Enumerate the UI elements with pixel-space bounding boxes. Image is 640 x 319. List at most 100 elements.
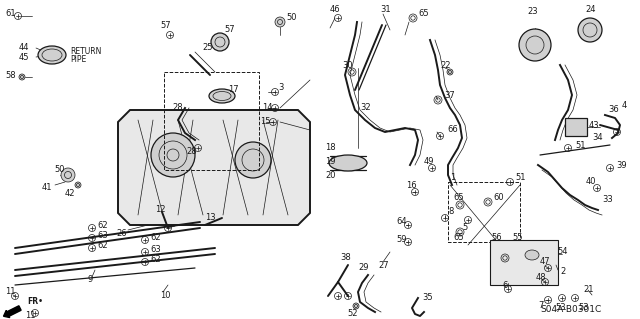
Text: 20: 20 [325, 170, 335, 180]
Text: 19: 19 [325, 158, 335, 167]
Text: 36: 36 [608, 106, 619, 115]
Text: 11: 11 [5, 286, 15, 295]
Text: 8: 8 [448, 207, 453, 217]
Bar [448, 182, 520, 242]
Text: 16: 16 [406, 181, 417, 189]
Text: 29: 29 [358, 263, 369, 272]
Text: 12: 12 [155, 205, 166, 214]
FancyArrow shape [4, 306, 21, 318]
Text: 65: 65 [453, 194, 463, 203]
Text: 62: 62 [150, 255, 161, 263]
Bar [565, 118, 587, 136]
Text: 52: 52 [347, 308, 358, 317]
Circle shape [275, 17, 285, 27]
Text: 59: 59 [396, 234, 406, 243]
Text: 15: 15 [260, 117, 271, 127]
Text: 65: 65 [453, 234, 463, 242]
Text: 55: 55 [512, 234, 522, 242]
Text: S04A-B0301C: S04A-B0301C [540, 306, 601, 315]
Text: 10: 10 [160, 291, 170, 300]
Text: 7: 7 [538, 300, 543, 309]
Text: 18: 18 [325, 144, 335, 152]
Text: 2: 2 [560, 268, 565, 277]
Ellipse shape [525, 250, 539, 260]
Text: 24: 24 [585, 5, 595, 14]
Text: 28: 28 [172, 103, 182, 113]
Circle shape [75, 182, 81, 188]
Text: 65: 65 [418, 10, 429, 19]
Text: 35: 35 [422, 293, 433, 302]
Text: 26: 26 [116, 228, 127, 238]
Text: 46: 46 [330, 4, 340, 13]
Bar [164, 72, 259, 170]
Ellipse shape [209, 89, 235, 103]
Text: 3: 3 [278, 84, 284, 93]
Text: 39: 39 [616, 160, 627, 169]
Text: 14: 14 [262, 103, 273, 113]
Text: 61: 61 [5, 10, 15, 19]
Circle shape [447, 69, 453, 75]
Text: 42: 42 [65, 189, 76, 197]
Text: 21: 21 [583, 286, 593, 294]
Text: 60: 60 [493, 192, 504, 202]
Circle shape [353, 303, 359, 309]
Text: 43: 43 [589, 121, 600, 130]
Circle shape [578, 18, 602, 42]
Text: FR•: FR• [27, 298, 43, 307]
Text: 17: 17 [228, 85, 239, 93]
Text: 34: 34 [592, 132, 603, 142]
Text: 54: 54 [557, 248, 568, 256]
Text: 53: 53 [555, 303, 566, 313]
Text: 23: 23 [527, 8, 538, 17]
Text: 32: 32 [360, 103, 371, 113]
Text: RETURN: RETURN [70, 48, 101, 56]
Text: 27: 27 [378, 261, 388, 270]
Text: 62: 62 [97, 220, 108, 229]
Text: 5: 5 [462, 224, 467, 233]
Text: 63: 63 [150, 244, 161, 254]
Text: 11: 11 [25, 311, 35, 319]
Text: 50: 50 [286, 13, 296, 23]
Text: 28: 28 [186, 147, 196, 157]
Text: 38: 38 [340, 254, 351, 263]
Text: 66: 66 [447, 125, 458, 135]
Text: 30: 30 [342, 61, 353, 70]
Text: 62: 62 [97, 241, 108, 249]
Circle shape [61, 168, 75, 182]
Text: 9: 9 [88, 276, 93, 285]
Text: 31: 31 [380, 4, 390, 13]
Text: 64: 64 [396, 218, 406, 226]
Text: 13: 13 [205, 213, 216, 222]
Text: 44: 44 [19, 43, 29, 53]
Text: 25: 25 [202, 42, 212, 51]
Circle shape [519, 29, 551, 61]
Text: 37: 37 [444, 91, 455, 100]
Text: 58: 58 [5, 70, 15, 79]
Text: 62: 62 [150, 233, 161, 241]
Bar [490, 240, 558, 285]
Circle shape [151, 133, 195, 177]
Text: PIPE: PIPE [70, 55, 86, 63]
Text: 50: 50 [54, 166, 65, 174]
Circle shape [211, 33, 229, 51]
Text: 4: 4 [622, 100, 627, 109]
Text: 49: 49 [424, 158, 435, 167]
Circle shape [167, 149, 179, 161]
Ellipse shape [329, 155, 367, 171]
Circle shape [19, 74, 25, 80]
Text: 56: 56 [491, 234, 502, 242]
Text: 57: 57 [160, 21, 171, 31]
Text: 47: 47 [540, 257, 550, 266]
Text: 41: 41 [42, 183, 52, 192]
Text: 57: 57 [224, 26, 235, 34]
Text: 53: 53 [578, 303, 589, 313]
Text: 45: 45 [19, 53, 29, 62]
Text: 51: 51 [515, 174, 525, 182]
Text: 22: 22 [440, 61, 451, 70]
Text: 63: 63 [97, 231, 108, 240]
Text: 48: 48 [536, 273, 547, 283]
Text: 51: 51 [575, 140, 586, 150]
Text: 40: 40 [586, 177, 596, 187]
Ellipse shape [38, 46, 66, 64]
Text: 33: 33 [602, 196, 612, 204]
